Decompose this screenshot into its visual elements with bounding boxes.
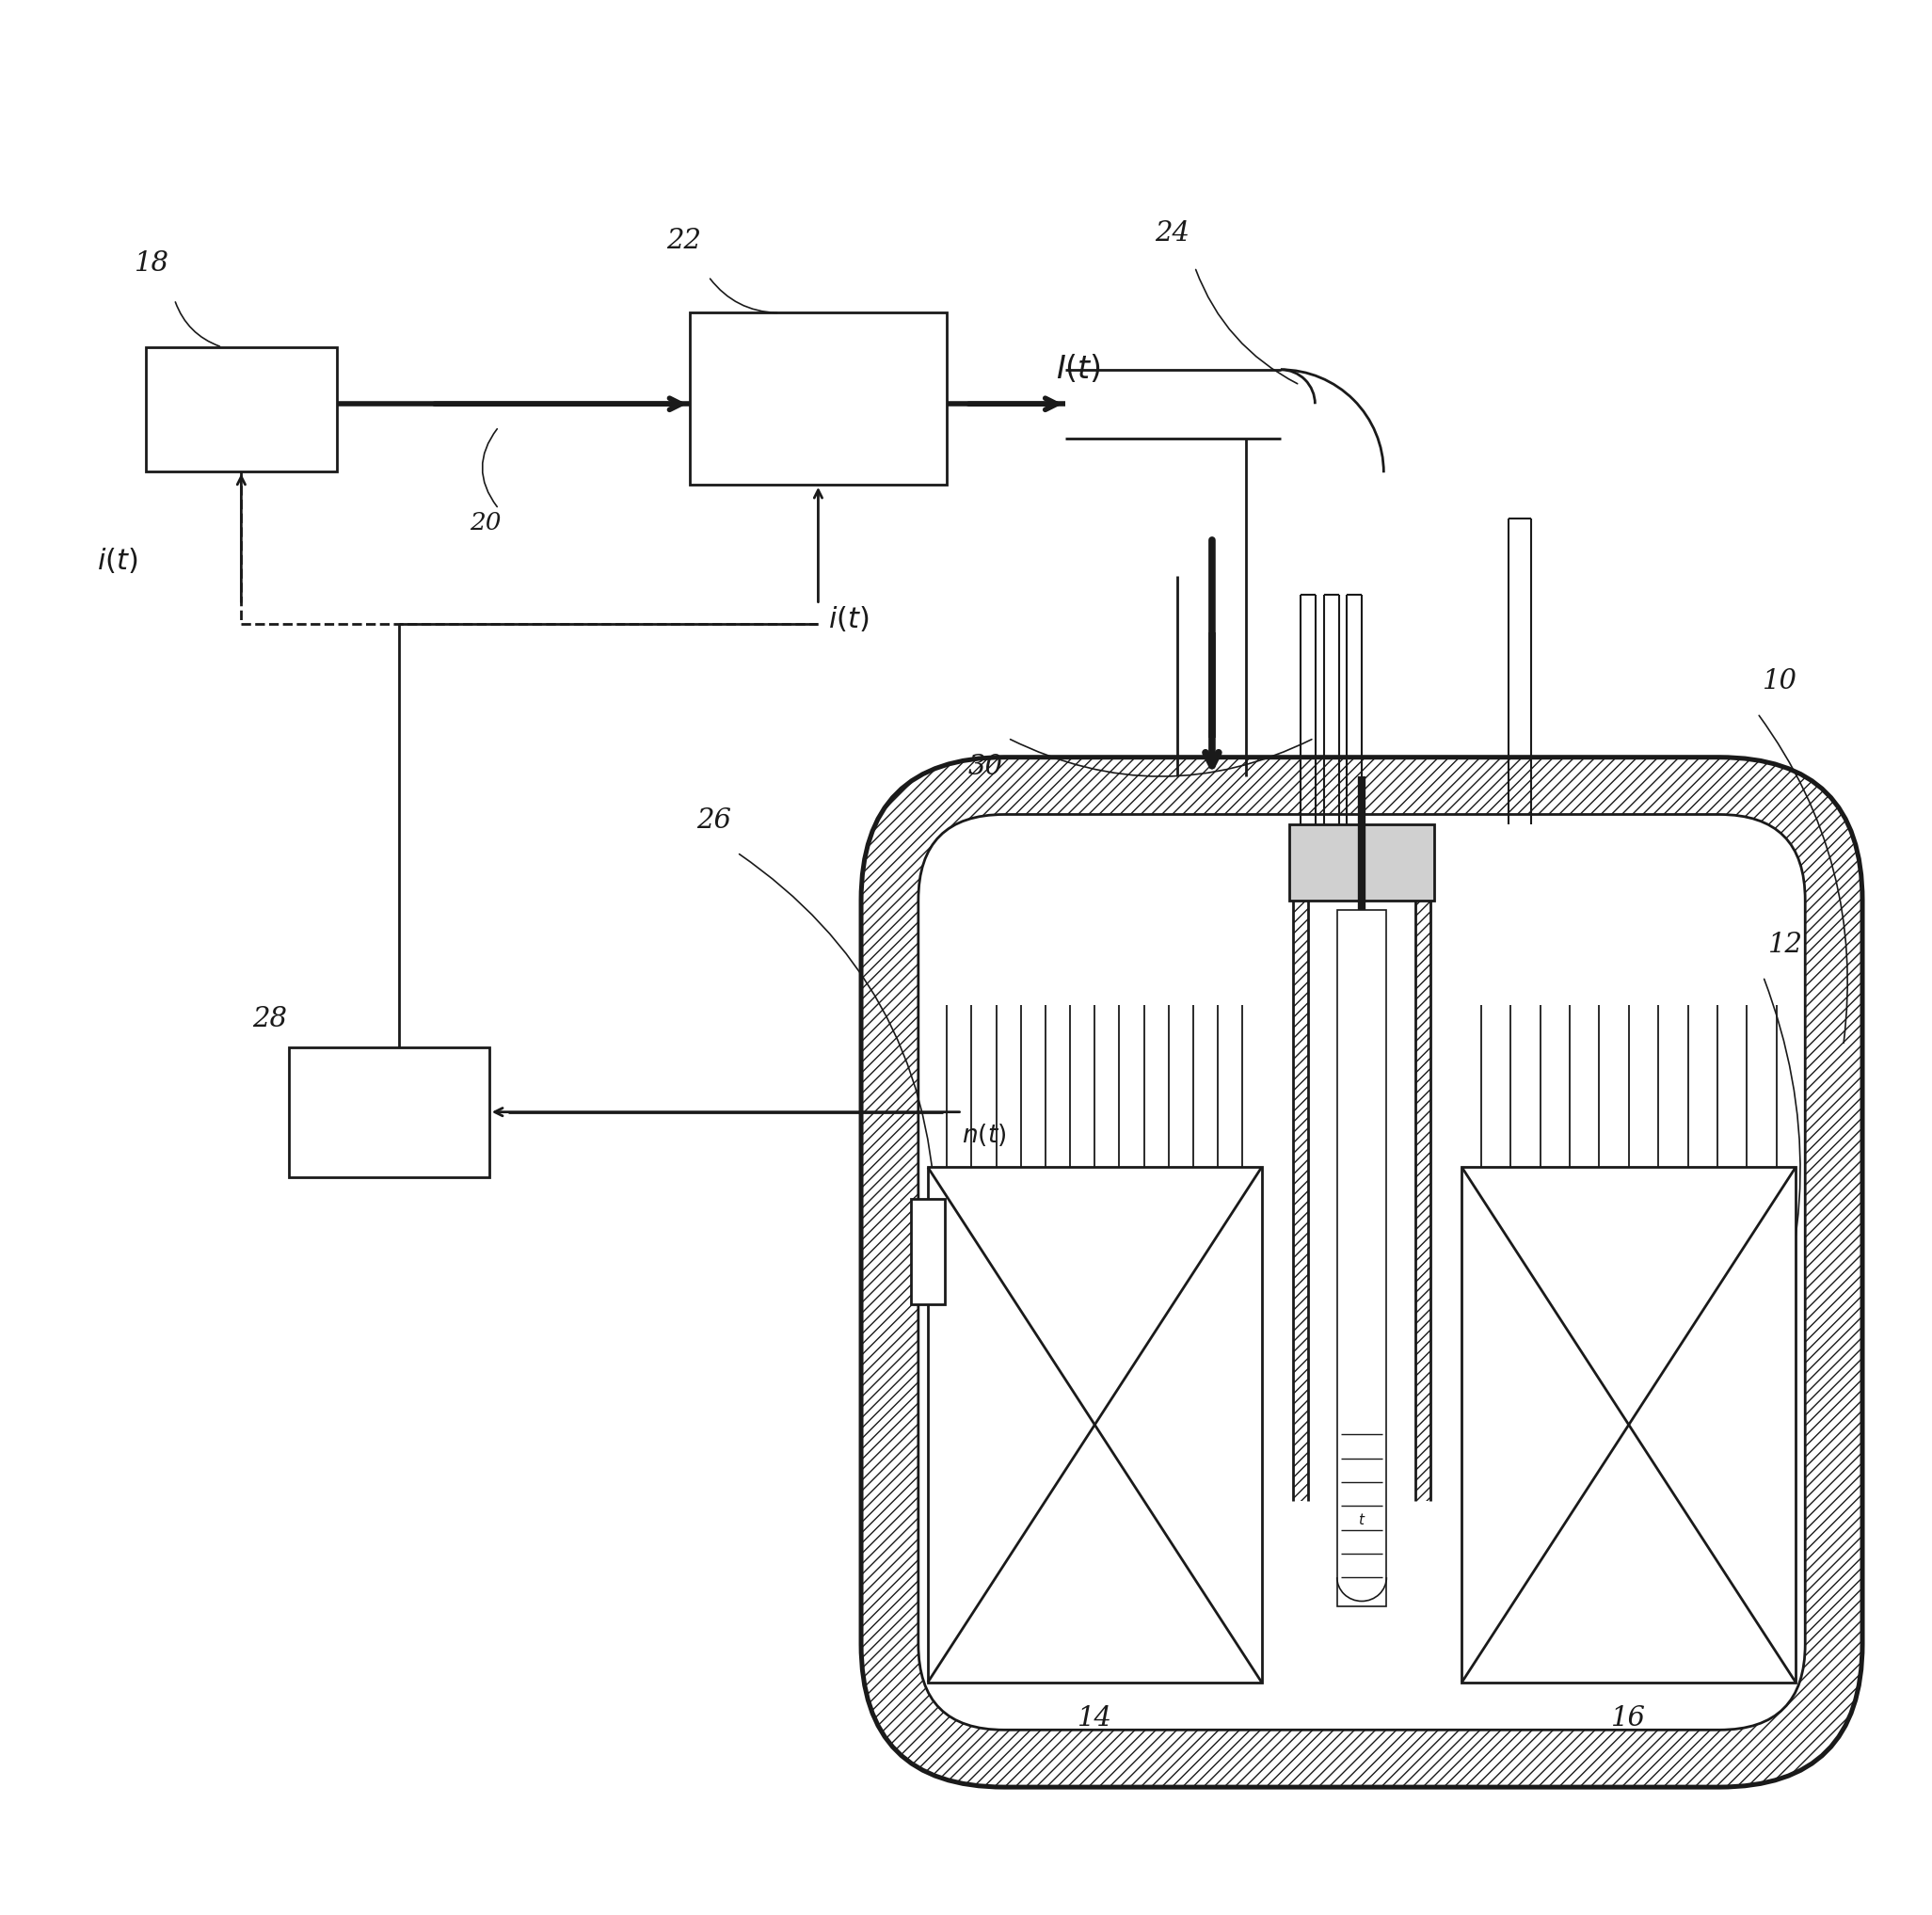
Text: 24: 24 — [1155, 220, 1190, 247]
Bar — [690, 312, 947, 484]
Text: $\it{i}$$(t)$: $\it{i}$$(t)$ — [97, 548, 137, 576]
Text: 26: 26 — [697, 808, 732, 833]
Text: 16: 16 — [1611, 1704, 1646, 1731]
Text: 14: 14 — [1078, 1704, 1113, 1731]
Bar — [1293, 900, 1308, 1501]
FancyBboxPatch shape — [918, 814, 1804, 1729]
Bar — [1463, 1168, 1795, 1681]
Bar — [1289, 823, 1434, 900]
Text: $\it{I}$$(t)$: $\it{I}$$(t)$ — [1055, 352, 1101, 385]
Text: 30: 30 — [968, 753, 1003, 779]
Text: 10: 10 — [1764, 668, 1799, 695]
Text: 12: 12 — [1768, 931, 1803, 958]
FancyBboxPatch shape — [862, 756, 1862, 1787]
Bar — [1414, 900, 1430, 1501]
Bar — [910, 1199, 945, 1304]
Text: 20: 20 — [469, 511, 500, 534]
Bar — [290, 1048, 489, 1178]
Text: 28: 28 — [253, 1005, 288, 1032]
Text: $t$: $t$ — [1358, 1513, 1366, 1528]
Text: 18: 18 — [133, 251, 168, 276]
Bar — [1337, 910, 1387, 1607]
Text: 22: 22 — [667, 228, 701, 255]
Bar — [147, 347, 336, 471]
Text: $\it{n}$$(t)$: $\it{n}$$(t)$ — [962, 1122, 1007, 1147]
Bar — [927, 1168, 1262, 1681]
Text: $\it{i}$$(t)$: $\it{i}$$(t)$ — [827, 605, 869, 634]
